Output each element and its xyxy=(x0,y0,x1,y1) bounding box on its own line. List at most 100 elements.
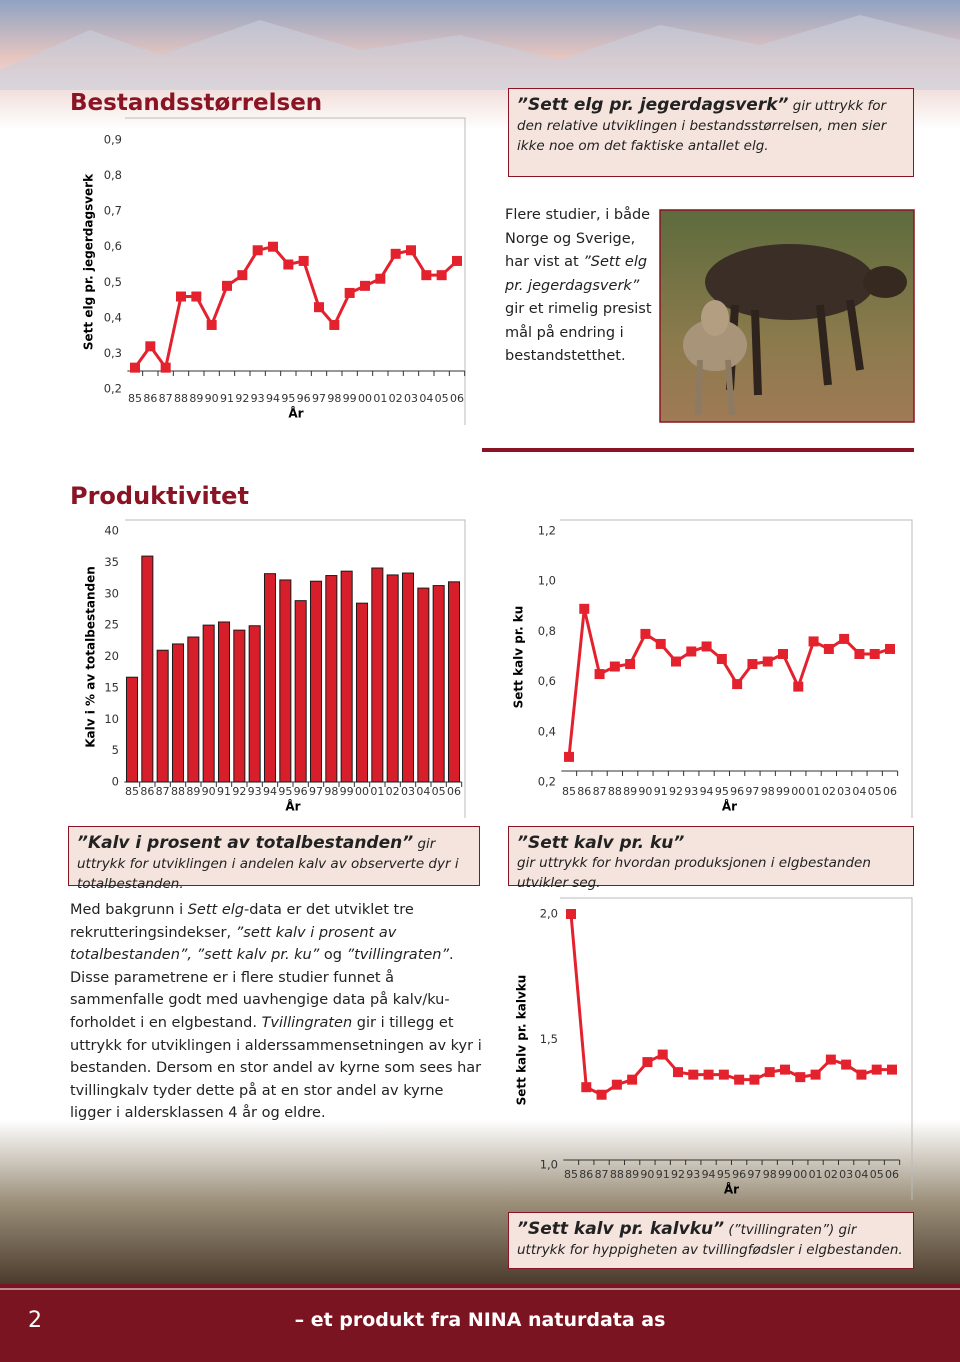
text: Flere studier, i både Norge og Sverige, … xyxy=(505,207,651,270)
x-tick-label: 92 xyxy=(235,392,249,405)
data-marker xyxy=(869,648,880,659)
y-axis-label: Sett elg pr. jegerdagsverk xyxy=(82,173,96,350)
data-marker xyxy=(252,245,263,256)
x-tick-label: 85 xyxy=(564,1168,578,1181)
x-tick-label: 05 xyxy=(870,1168,884,1181)
text: og xyxy=(319,947,347,964)
y-tick-label: 0,4 xyxy=(538,724,556,738)
y-tick-label: 0,7 xyxy=(104,204,122,218)
y-tick-label: 10 xyxy=(104,712,119,726)
x-tick-label: 04 xyxy=(854,1168,868,1181)
x-tick-label: 05 xyxy=(435,392,449,405)
footer-text: – et produkt fra NINA naturdata as xyxy=(294,1309,666,1331)
chart-frame xyxy=(125,519,466,818)
x-tick-label: 94 xyxy=(702,1168,716,1181)
data-marker xyxy=(611,1079,622,1090)
data-marker xyxy=(390,248,401,259)
y-tick-label: 0,8 xyxy=(538,624,556,638)
chart-frame xyxy=(560,897,913,1200)
chart-frame xyxy=(125,117,466,425)
data-marker xyxy=(642,1057,653,1068)
x-tick-label: 87 xyxy=(593,785,607,798)
data-marker xyxy=(375,273,386,284)
info-box: ”Kalv i prosent av totalbestanden” gir u… xyxy=(68,826,480,892)
bar xyxy=(217,621,231,783)
data-marker xyxy=(421,270,432,281)
y-tick-label: 0,8 xyxy=(104,168,122,182)
data-marker xyxy=(762,656,773,667)
x-tick-label: 00 xyxy=(358,392,372,405)
x-tick-label: 93 xyxy=(251,392,265,405)
info-lead: ”Sett kalv pr. ku” xyxy=(517,833,685,853)
x-tick-label: 97 xyxy=(312,392,326,405)
x-tick-label: 00 xyxy=(791,785,805,798)
info-lead: ”Sett kalv pr. kalvku” xyxy=(517,1219,725,1239)
x-tick-label: 89 xyxy=(189,392,203,405)
x-tick-label: 96 xyxy=(297,392,311,405)
footer-band xyxy=(0,1284,960,1362)
bar xyxy=(371,567,384,783)
data-marker xyxy=(655,638,666,649)
x-tick-label: 87 xyxy=(595,1168,609,1181)
y-tick-label: 0,3 xyxy=(104,346,122,360)
x-tick-label: 93 xyxy=(248,785,262,798)
data-marker xyxy=(841,1059,852,1070)
info-text: gir uttrykk for utviklingen i andelen ka… xyxy=(77,836,459,892)
y-tick-label: 0,4 xyxy=(104,310,122,324)
x-tick-label: 86 xyxy=(579,1168,593,1181)
y-tick-label: 25 xyxy=(104,618,119,632)
data-marker xyxy=(145,341,156,352)
x-tick-label: 91 xyxy=(220,392,234,405)
info-box: ”Sett kalv pr. kalvku” (”tvillingraten”)… xyxy=(508,1212,914,1269)
x-tick-label: 85 xyxy=(562,785,576,798)
info-text: (”tvillingraten”) gir uttrykk for hyppig… xyxy=(517,1222,903,1258)
body-text: Med bakgrunn i Sett elg-data er det utvi… xyxy=(70,899,482,1125)
page-title: Bestandsstørrelsen xyxy=(70,90,323,116)
data-marker xyxy=(283,259,294,270)
data-marker xyxy=(701,641,712,652)
data-marker xyxy=(839,633,850,644)
x-tick-label: 01 xyxy=(809,1168,823,1181)
x-tick-label: 04 xyxy=(419,392,433,405)
x-tick-label: 02 xyxy=(824,1168,838,1181)
bar xyxy=(279,579,292,783)
data-marker xyxy=(657,1049,668,1060)
data-marker xyxy=(673,1067,683,1078)
x-tick-label: 00 xyxy=(355,785,369,798)
info-box: ”Sett kalv pr. ku” gir uttrykk for hvorda… xyxy=(508,826,914,891)
data-line xyxy=(569,913,892,1097)
text: . Disse parametrene er i flere studier f… xyxy=(70,947,454,1031)
calf-head xyxy=(701,300,729,336)
text: gir et rimelig presist mål på endring i … xyxy=(505,301,652,364)
data-marker xyxy=(609,661,620,672)
bar xyxy=(294,600,307,783)
data-marker xyxy=(206,319,217,330)
x-axis-label: År xyxy=(722,799,737,814)
x-tick-label: 87 xyxy=(156,785,170,798)
y-tick-label: 0,2 xyxy=(538,775,556,789)
bar xyxy=(187,636,200,783)
y-axis-label: Kalv i % av totalbestanden xyxy=(84,566,98,748)
data-marker xyxy=(627,1074,638,1085)
x-tick-label: 97 xyxy=(747,1168,761,1181)
x-tick-label: 88 xyxy=(608,785,622,798)
x-tick-label: 99 xyxy=(343,392,357,405)
x-tick-label: 04 xyxy=(852,785,866,798)
x-tick-label: 89 xyxy=(623,785,637,798)
text: Med bakgrunn i xyxy=(70,902,188,918)
y-axis-label: Sett kalv pr. ku xyxy=(512,606,526,709)
data-marker xyxy=(871,1064,882,1075)
data-marker xyxy=(596,1089,607,1100)
y-tick-label: 1,0 xyxy=(538,574,556,588)
data-marker xyxy=(176,291,186,302)
x-tick-label: 03 xyxy=(839,1168,853,1181)
data-marker xyxy=(764,1067,775,1078)
y-tick-label: 40 xyxy=(104,524,119,538)
data-marker xyxy=(344,287,355,298)
data-marker xyxy=(808,636,819,647)
x-tick-label: 97 xyxy=(309,785,323,798)
data-marker xyxy=(823,643,834,654)
data-marker xyxy=(360,280,370,291)
x-tick-label: 98 xyxy=(761,785,775,798)
data-marker xyxy=(749,1074,760,1085)
